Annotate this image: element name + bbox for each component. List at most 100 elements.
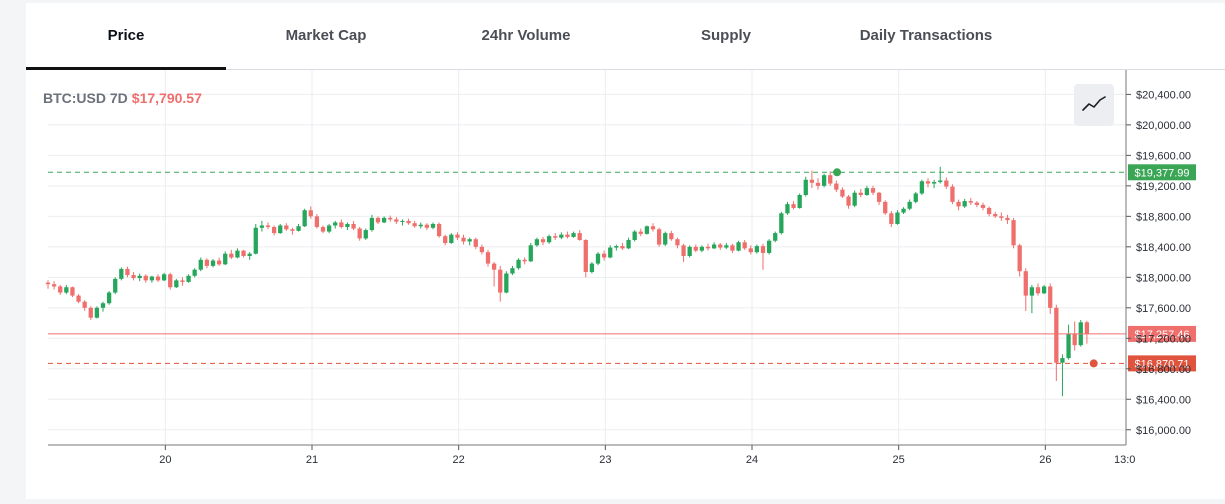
tab-price[interactable]: Price — [107, 27, 145, 44]
candle — [864, 188, 870, 195]
candle — [357, 228, 362, 239]
candle — [1011, 220, 1016, 246]
candle — [58, 286, 63, 293]
candle — [595, 253, 601, 264]
candle — [809, 179, 815, 183]
candle — [149, 276, 155, 281]
candle — [369, 217, 375, 231]
candle — [418, 224, 423, 227]
candle — [791, 204, 796, 208]
candle — [1048, 286, 1053, 308]
candle — [779, 213, 784, 234]
candle — [931, 182, 937, 184]
y-tick-label: $19,200.00 — [1136, 181, 1191, 193]
candle — [699, 246, 705, 251]
candle — [467, 239, 472, 242]
candle — [143, 275, 148, 281]
y-tick-label: $18,400.00 — [1136, 242, 1191, 254]
candle — [106, 292, 112, 304]
candle — [1023, 271, 1028, 296]
candle — [950, 186, 955, 202]
price-chart[interactable]: $19,377.99 $17,257.46 $16,870.71 $16,000.0… — [26, 70, 1225, 499]
candle — [290, 229, 295, 231]
candle — [284, 225, 289, 230]
candle — [253, 227, 258, 254]
tab-supply[interactable]: Supply — [700, 27, 751, 44]
candle — [198, 259, 203, 270]
candle — [443, 236, 448, 244]
y-tick-label: $20,000.00 — [1136, 120, 1191, 132]
high-marker — [833, 168, 842, 177]
candle — [302, 210, 307, 227]
candle — [333, 222, 338, 226]
candle — [1072, 333, 1077, 346]
x-tick-label: 22 — [453, 454, 465, 466]
candle — [100, 303, 106, 308]
candle — [895, 212, 900, 224]
candle — [540, 239, 546, 243]
tab-market-cap[interactable]: Market Cap — [285, 27, 367, 44]
candle — [161, 274, 167, 281]
x-tick-label: 21 — [306, 454, 318, 466]
candle — [241, 250, 246, 256]
current-price-badge — [1128, 325, 1196, 342]
candle — [608, 247, 613, 258]
candle — [760, 246, 766, 253]
x-tick-label: 25 — [893, 454, 905, 466]
candle — [601, 253, 607, 258]
candle — [229, 253, 234, 258]
y-tick-label: $16,400.00 — [1136, 394, 1191, 406]
x-tick-label: 26 — [1039, 454, 1051, 466]
candle — [620, 246, 625, 249]
candle — [565, 234, 570, 237]
candle — [644, 226, 650, 234]
low-price-badge — [1128, 355, 1196, 372]
candle — [455, 234, 460, 238]
candle — [1029, 287, 1035, 296]
candle — [82, 301, 87, 308]
candle — [308, 210, 313, 217]
candle — [1035, 287, 1041, 294]
candle — [504, 273, 509, 293]
candle — [956, 201, 961, 207]
candle — [870, 188, 876, 193]
candle — [638, 231, 643, 234]
candle — [406, 220, 411, 224]
candle — [394, 219, 399, 222]
candle — [797, 195, 802, 208]
y-tick-label: $20,400.00 — [1136, 89, 1191, 101]
candle — [742, 242, 747, 249]
candle — [516, 259, 521, 269]
candle — [1017, 245, 1022, 272]
y-tick-label: $16,800.00 — [1136, 364, 1191, 376]
candle — [669, 233, 674, 240]
candle — [938, 180, 943, 183]
chart-type-button[interactable] — [1074, 84, 1114, 126]
candle — [1066, 333, 1071, 359]
candle — [718, 244, 723, 248]
candle — [449, 234, 454, 244]
candle — [846, 196, 851, 206]
candle — [889, 213, 894, 224]
candle — [968, 201, 973, 203]
candle — [485, 252, 491, 264]
candle — [64, 287, 69, 293]
candle — [375, 217, 381, 223]
tab-daily-transactions[interactable]: Daily Transactions — [859, 27, 993, 44]
candle — [907, 201, 912, 209]
candle — [51, 284, 57, 287]
current-price-label: $17,257.46 — [1134, 329, 1189, 341]
candle — [265, 225, 271, 228]
legend-symbol: BTC:USD 7D — [43, 90, 128, 106]
candle — [687, 246, 692, 256]
candle — [577, 233, 582, 240]
candle — [986, 207, 992, 215]
candle — [174, 280, 179, 288]
chart-widget: Price Market Cap 24hr Volume Supply Dail… — [26, 3, 1225, 499]
candle — [711, 244, 717, 249]
candle — [834, 183, 839, 190]
tab-24hr-volume[interactable]: 24hr Volume — [481, 27, 571, 44]
chart-legend: BTC:USD 7D $17,790.57 — [43, 90, 202, 106]
candle — [400, 220, 405, 222]
candle — [216, 260, 222, 265]
